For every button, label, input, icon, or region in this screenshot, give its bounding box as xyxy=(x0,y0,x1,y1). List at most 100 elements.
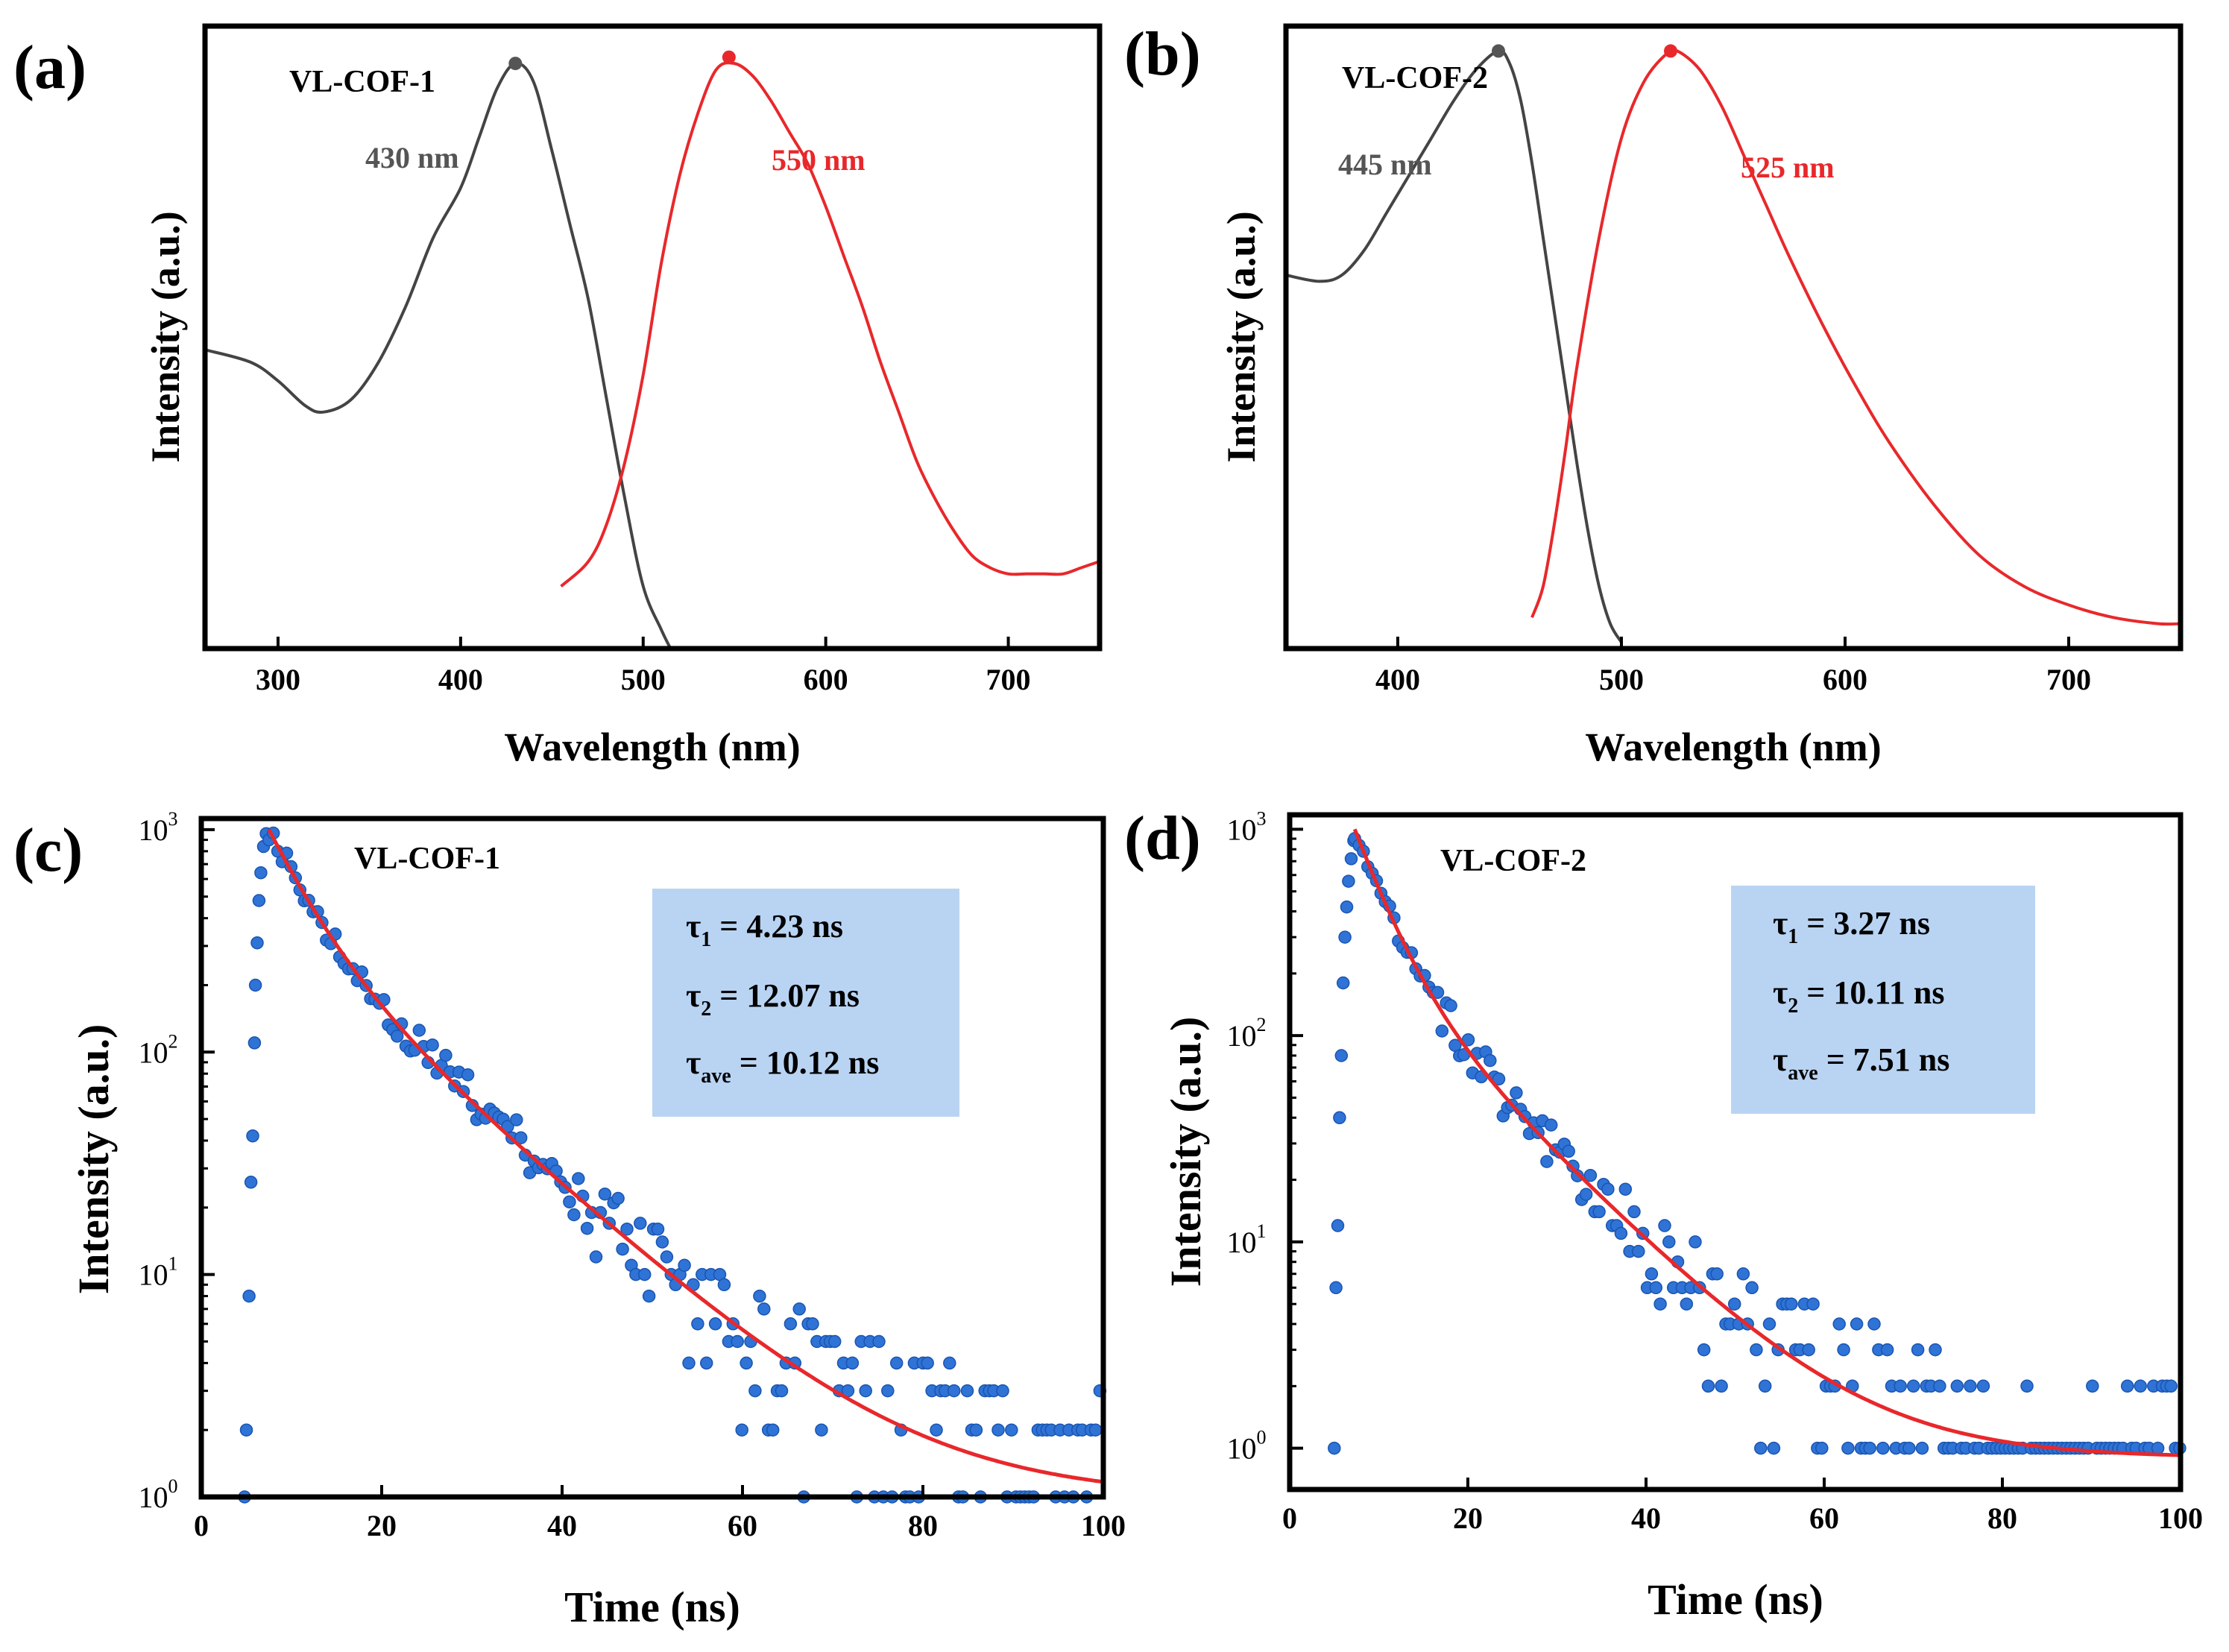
panel-c-data-point xyxy=(766,1423,780,1437)
panel-d-xlabel: Time (ns) xyxy=(1648,1575,1823,1624)
panel-d-data-point xyxy=(2151,1441,2165,1455)
panel-c-data-point xyxy=(699,1356,713,1370)
panel-d-data-point xyxy=(1344,852,1358,866)
panel-d-x-tick-label: 100 xyxy=(2158,1501,2203,1535)
panel-c-data-point xyxy=(642,1289,656,1303)
panel-c-data-point xyxy=(996,1384,1009,1398)
panel-d-data-point xyxy=(1662,1235,1676,1249)
panel-c-data-point xyxy=(827,1334,842,1349)
panel-a-x-tick-label: 700 xyxy=(986,663,1031,696)
panel-b-xlabel: Wavelength (nm) xyxy=(1585,725,1882,769)
panel-d-data-point xyxy=(1540,1155,1554,1168)
panel-c-data-point xyxy=(616,1242,629,1256)
panel-c-data-point xyxy=(881,1384,895,1398)
panel-c-data-point xyxy=(775,1384,789,1398)
panel-c-data-point xyxy=(845,1356,860,1370)
panel-c-data-point xyxy=(246,1129,259,1143)
panel-c-label: (c) xyxy=(13,816,83,885)
panel-d-data-point xyxy=(1863,1441,1876,1455)
panel-d-data-point xyxy=(2134,1379,2147,1393)
panel-d-data-point xyxy=(1837,1343,1850,1357)
panel-c-data-point xyxy=(611,1191,625,1205)
panel-d-data-point xyxy=(1492,1072,1506,1086)
panel-d-data-point xyxy=(1736,1267,1750,1281)
panel-c-data-point xyxy=(708,1317,722,1331)
panel-c-data-point xyxy=(390,1030,404,1043)
panel-d-data-point xyxy=(1894,1379,1907,1393)
panel-c-data-point xyxy=(637,1267,652,1281)
panel-c-data-point xyxy=(412,1024,426,1037)
panel-d-data-point xyxy=(1876,1441,1890,1455)
panel-a-peak-label: 430 nm xyxy=(365,141,459,174)
panel-d-legend: τ1 = 3.27 ns τ2 = 10.11 ns τave = 7.51 ns xyxy=(1773,905,1949,1085)
panel-d-data-point xyxy=(2020,1379,2034,1393)
panel-c-data-point xyxy=(960,1384,974,1398)
panel-d-data-point xyxy=(1510,1086,1523,1100)
panel-d-data-point xyxy=(1340,900,1354,914)
panel-d-data-point xyxy=(1592,1205,1606,1219)
panel-d-title: VL-COF-2 xyxy=(1440,844,1586,878)
panel-d-plot-area xyxy=(1328,828,2187,1457)
panel-d-data-point xyxy=(1627,1205,1641,1219)
panel-c-data-point xyxy=(943,1356,956,1370)
panel-c-data-point xyxy=(572,1172,585,1185)
panel-d-ylabel: Intensity (a.u.) xyxy=(1161,1017,1210,1287)
panel-d-data-point xyxy=(2086,1379,2099,1393)
panel-c-data-point xyxy=(426,1038,439,1052)
panel-d-data-point xyxy=(1329,1281,1343,1295)
panel-c-ylabel: Intensity (a.u.) xyxy=(69,1024,118,1295)
panel-a-emission-line xyxy=(560,61,1100,588)
panel-a-title: VL-COF-1 xyxy=(289,65,435,99)
panel-d-data-point xyxy=(1645,1267,1659,1281)
panel-d-data-point xyxy=(2120,1379,2134,1393)
panel-d-data-point xyxy=(1653,1297,1667,1311)
panel-d-data-point xyxy=(1710,1267,1724,1281)
panel-d-data-point xyxy=(1618,1182,1633,1196)
panel-d-x-tick-label: 20 xyxy=(1453,1501,1483,1535)
panel-c-x-tick-label: 80 xyxy=(908,1509,938,1542)
panel-c-data-point xyxy=(947,1384,961,1398)
panel-c-title: VL-COF-1 xyxy=(354,842,500,876)
panel-c-data-point xyxy=(651,1222,665,1236)
panel-c-x-tick-label: 40 xyxy=(547,1509,577,1542)
panel-c-data-point xyxy=(563,1195,576,1208)
panel-c-data-point xyxy=(1088,1423,1103,1437)
panel-c-data-point xyxy=(514,1131,528,1144)
panel-c-data-point xyxy=(872,1334,886,1349)
panel-c-x-tick-label: 60 xyxy=(728,1509,757,1542)
panel-d-label: (d) xyxy=(1124,804,1201,873)
panel-a-x-ticks: 300 400 500 600 700 xyxy=(256,637,1031,696)
panel-c-data-point xyxy=(461,1068,475,1082)
panel-b-peak-label: 445 nm xyxy=(1338,148,1432,181)
panel-c-legend-box xyxy=(652,889,959,1117)
panel-c-data-point xyxy=(753,1289,766,1303)
panel-c-data-point xyxy=(784,1317,798,1331)
panel-d-data-point xyxy=(1841,1441,1855,1455)
panel-b-absorption-line xyxy=(1285,49,1623,643)
panel-c-data-point xyxy=(969,1423,983,1437)
panel-d-data-point xyxy=(1336,976,1350,990)
panel-c-plot-area xyxy=(238,826,1107,1504)
panel-b-x-tick-label: 400 xyxy=(1375,663,1420,696)
panel-b-x-ticks: 400 500 600 700 xyxy=(1375,637,2091,696)
panel-c-data-point xyxy=(748,1384,762,1398)
panel-b-frame xyxy=(1283,23,2184,652)
panel-d-frame xyxy=(1287,812,2184,1492)
panel-a-peak-marker xyxy=(722,50,736,64)
panel-c-data-point xyxy=(244,1176,258,1189)
panel-c-data-point xyxy=(691,1317,704,1331)
panel-a-peak-marker xyxy=(508,57,523,71)
panel-b-label: (b) xyxy=(1124,19,1201,89)
panel-a-peak-label: 550 nm xyxy=(772,143,866,177)
panel-d-data-point xyxy=(2164,1379,2178,1393)
panel-d-data-point xyxy=(1583,1168,1598,1182)
panel-c-data-point xyxy=(991,1423,1005,1437)
panel-a-plot-area: 430 nm 550 nm xyxy=(204,50,1100,649)
panel-d-decay: (d) VL-COF-2 τ1 = 3.27 ns τ2 = 10.11 ns τa… xyxy=(1124,804,2203,1624)
panel-c-data-point xyxy=(731,1334,744,1349)
panel-a-xlabel: Wavelength (nm) xyxy=(504,725,801,769)
panel-d-data-point xyxy=(1964,1379,1977,1393)
panel-c-data-point xyxy=(248,978,262,992)
panel-d-data-point xyxy=(1758,1379,1772,1393)
